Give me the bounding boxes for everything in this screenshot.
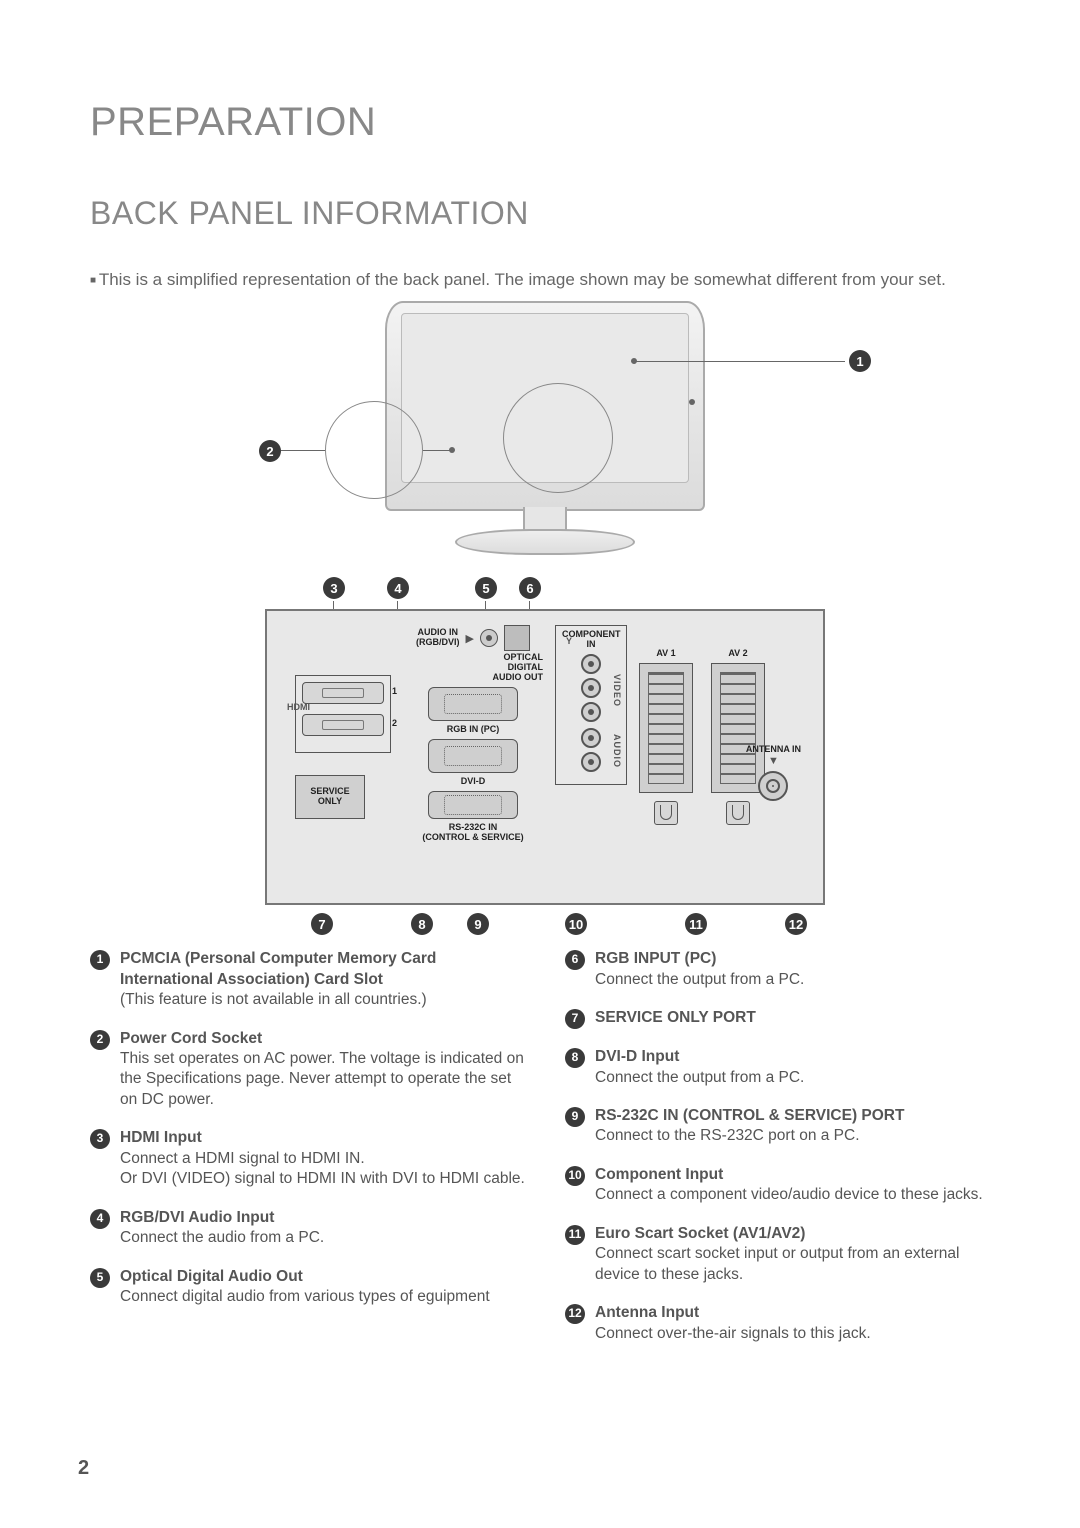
- rs232-port: [428, 791, 518, 819]
- desc-item: 8 DVI-D InputConnect the output from a PC…: [565, 1047, 1000, 1088]
- callout-badge-8: 8: [411, 913, 433, 935]
- desc-item-title: Component Input: [595, 1165, 1000, 1185]
- desc-item-badge: 10: [565, 1166, 585, 1186]
- service-label-2: ONLY: [318, 797, 342, 807]
- desc-item: 4 RGB/DVI Audio InputConnect the audio fr…: [90, 1208, 525, 1249]
- desc-item-badge: 11: [565, 1225, 585, 1245]
- av1-label: AV 1: [639, 649, 693, 659]
- desc-item-badge: 9: [565, 1107, 585, 1127]
- desc-item-text: Connect scart socket input or output fro…: [595, 1244, 1000, 1285]
- callout-badge-3: 3: [323, 577, 345, 599]
- desc-item-title: SERVICE ONLY PORT: [595, 1008, 1000, 1028]
- callout-badge-9: 9: [467, 913, 489, 935]
- av2-label: AV 2: [711, 649, 765, 659]
- desc-item: 3 HDMI InputConnect a HDMI signal to HDMI…: [90, 1128, 525, 1189]
- desc-item-title: Antenna Input: [595, 1303, 1000, 1323]
- component-column: COMPONENTIN Y VIDEO AUDIO: [555, 625, 627, 785]
- tv-illustration: 2 1: [355, 301, 735, 571]
- desc-item-badge: 5: [90, 1268, 110, 1288]
- desc-item-title: DVI-D Input: [595, 1047, 1000, 1067]
- desc-item-text: This set operates on AC power. The volta…: [120, 1049, 525, 1110]
- desc-item-title: Optical Digital Audio Out: [120, 1267, 525, 1287]
- desc-item-title: Euro Scart Socket (AV1/AV2): [595, 1224, 1000, 1244]
- desc-item-text: Connect to the RS-232C port on a PC.: [595, 1126, 1000, 1146]
- page-number: 2: [78, 1457, 89, 1480]
- antenna-label: ANTENNA IN: [746, 745, 801, 755]
- rs232-label: RS-232C IN (CONTROL & SERVICE): [403, 823, 543, 843]
- service-port: SERVICE ONLY: [295, 775, 365, 819]
- mid-column: AUDIO IN (RGB/DVI) ▶ OPTICAL DIGITAL AUD…: [403, 625, 543, 842]
- desc-item-text: Connect the output from a PC.: [595, 1068, 1000, 1088]
- dvi-d-port: [428, 739, 518, 773]
- dvi-d-label: DVI-D: [403, 777, 543, 787]
- desc-item-badge: 7: [565, 1009, 585, 1029]
- audio-label: AUDIO: [612, 734, 622, 768]
- desc-item-title: RS-232C IN (CONTROL & SERVICE) PORT: [595, 1106, 1000, 1126]
- desc-item-text: Connect the audio from a PC.: [120, 1228, 525, 1248]
- desc-item-badge: 1: [90, 950, 110, 970]
- desc-item-title: Power Cord Socket: [120, 1029, 525, 1049]
- callout-badge-11: 11: [685, 913, 707, 935]
- diagram-area: 2 1 3 4 5 6 1 2 HDMI: [225, 301, 865, 905]
- callout-circle-2: [325, 401, 423, 499]
- hdmi1-label: 1: [392, 687, 397, 697]
- desc-item: 5 Optical Digital Audio OutConnect digita…: [90, 1267, 525, 1308]
- callout-badge-1: 1: [849, 350, 871, 372]
- desc-item-text: Connect the output from a PC.: [595, 970, 1000, 990]
- back-panel-box: 1 2 HDMI SERVICE ONLY AUDIO IN (RGB/DVI)…: [265, 609, 825, 905]
- desc-col-left: 1 PCMCIA (Personal Computer Memory Card I…: [90, 949, 525, 1362]
- desc-item: 2 Power Cord SocketThis set operates on A…: [90, 1029, 525, 1111]
- desc-col-right: 6RGB INPUT (PC)Connect the output from a…: [565, 949, 1000, 1362]
- page-title: PREPARATION: [90, 100, 1000, 145]
- callout-badge-5: 5: [475, 577, 497, 599]
- desc-item-text: (This feature is not available in all co…: [120, 990, 525, 1010]
- hdmi-label: HDMI: [287, 702, 310, 712]
- desc-item-text: Connect a HDMI signal to HDMI IN.Or DVI …: [120, 1149, 525, 1190]
- hdmi2-label: 2: [392, 719, 397, 729]
- desc-item-badge: 4: [90, 1209, 110, 1229]
- description-columns: 1 PCMCIA (Personal Computer Memory Card I…: [90, 949, 1000, 1362]
- callout-badge-4: 4: [387, 577, 409, 599]
- desc-item-text: Connect digital audio from various types…: [120, 1287, 525, 1307]
- callout-badge-2: 2: [259, 440, 281, 462]
- rgb-dvi-label: (RGB/DVI): [416, 638, 460, 648]
- desc-item-text: Connect a component video/audio device t…: [595, 1185, 1000, 1205]
- desc-item: 7 SERVICE ONLY PORT: [565, 1008, 1000, 1029]
- desc-item-title: PCMCIA (Personal Computer Memory Card In…: [120, 949, 525, 990]
- desc-item: 9 RS-232C IN (CONTROL & SERVICE) PORTConn…: [565, 1106, 1000, 1147]
- rgb-in-label: RGB IN (PC): [403, 725, 543, 735]
- section-title: BACK PANEL INFORMATION: [90, 195, 1000, 232]
- desc-item-title: HDMI Input: [120, 1128, 525, 1148]
- desc-item-badge: 8: [565, 1048, 585, 1068]
- desc-item-badge: 6: [565, 950, 585, 970]
- desc-item: 1 PCMCIA (Personal Computer Memory Card I…: [90, 949, 525, 1010]
- desc-item: 10 Component InputConnect a component vid…: [565, 1165, 1000, 1206]
- callout-badge-12: 12: [785, 913, 807, 935]
- desc-item-badge: 2: [90, 1030, 110, 1050]
- video-label: VIDEO: [612, 674, 622, 707]
- desc-item: 11 Euro Scart Socket (AV1/AV2)Connect sca…: [565, 1224, 1000, 1285]
- desc-item-text: Connect over-the-air signals to this jac…: [595, 1324, 1000, 1344]
- desc-item-title: RGB/DVI Audio Input: [120, 1208, 525, 1228]
- desc-item-badge: 3: [90, 1129, 110, 1149]
- intro-text: This is a simplified representation of t…: [90, 266, 1000, 293]
- hdmi-group: 1 2 HDMI: [295, 675, 391, 753]
- desc-item: 6 RGB INPUT (PC)Connect the output from a…: [565, 949, 1000, 990]
- rgb-in-port: [428, 687, 518, 721]
- callout-badge-7: 7: [311, 913, 333, 935]
- optical-label: OPTICAL DIGITAL AUDIO OUT: [403, 653, 543, 683]
- callout-badge-10: 10: [565, 913, 587, 935]
- desc-item-badge: 12: [565, 1304, 585, 1324]
- antenna-group: ANTENNA IN ▼: [746, 745, 801, 805]
- y-label: Y: [566, 636, 572, 646]
- callout-badge-6: 6: [519, 577, 541, 599]
- desc-item: 12 Antenna InputConnect over-the-air sign…: [565, 1303, 1000, 1344]
- desc-item-title: RGB INPUT (PC): [595, 949, 1000, 969]
